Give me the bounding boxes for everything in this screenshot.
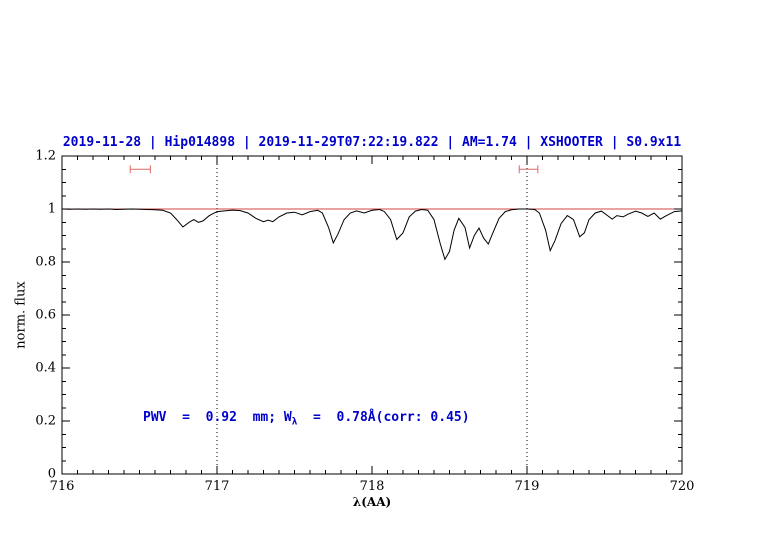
plot-frame xyxy=(61,155,683,475)
plot-title: 2019-11-28 | Hip014898 | 2019-11-29T07:2… xyxy=(62,135,682,150)
pwv-range-markers xyxy=(129,165,539,174)
spectrum-line xyxy=(61,208,683,261)
y-tick-label: 0.8 xyxy=(35,254,56,270)
x-axis-title: λ(AA) xyxy=(352,495,392,509)
y-tick-label: 0 xyxy=(47,466,56,482)
y-tick-label: 0.4 xyxy=(35,360,56,376)
x-tick-label: 720 xyxy=(669,479,695,494)
y-axis-title: norm. flux xyxy=(13,281,29,349)
y-tick-label: 1 xyxy=(47,201,56,217)
pwv-annotation: PWV = 0.92 mm; Wλ = 0.78Å(corr: 0.45) xyxy=(143,410,470,428)
y-tick-label: 1.2 xyxy=(35,148,56,164)
x-tick-label: 717 xyxy=(204,479,230,494)
pwv-annotation-subscript: λ xyxy=(291,416,298,428)
x-tick-label: 718 xyxy=(359,479,385,494)
pwv-annotation-prefix: PWV = 0.92 mm; W xyxy=(143,410,292,425)
x-tick-label: 716 xyxy=(49,479,75,494)
y-tick-label: 0.6 xyxy=(35,307,56,323)
y-tick-label: 0.2 xyxy=(35,413,56,429)
pwv-annotation-suffix: = 0.78Å(corr: 0.45) xyxy=(297,410,470,425)
x-tick-label: 719 xyxy=(514,479,540,494)
